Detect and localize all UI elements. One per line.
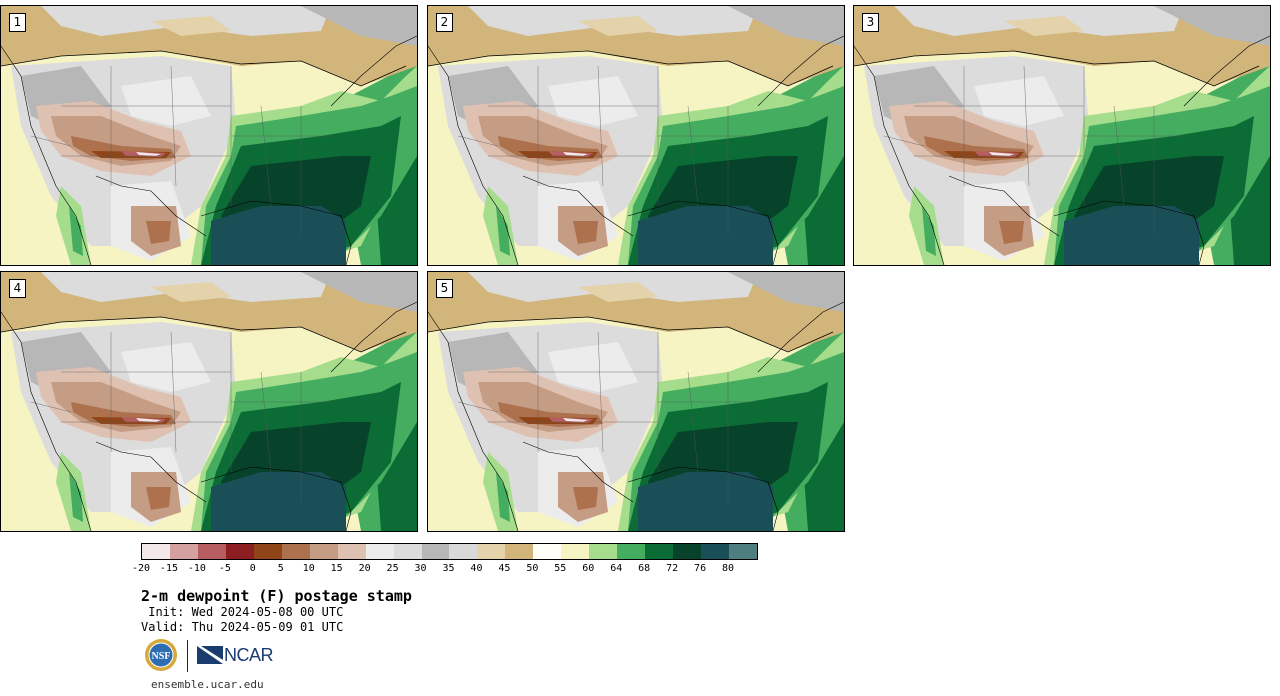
colorbar-segment — [645, 544, 674, 559]
colorbar-segment — [477, 544, 506, 559]
colorbar-segment — [197, 544, 226, 559]
ncar-logo: NCAR — [197, 644, 277, 668]
map-image — [854, 6, 1270, 265]
colorbar-segment — [309, 544, 338, 559]
colorbar-segment — [561, 544, 590, 559]
colorbar-label: 76 — [694, 563, 707, 574]
colorbar-label: -20 — [131, 563, 151, 574]
colorbar-segment — [533, 544, 562, 559]
panel-number: 4 — [9, 279, 26, 298]
panel-number: 5 — [436, 279, 453, 298]
colorbar-label: 80 — [722, 563, 735, 574]
panel-number: 3 — [862, 13, 879, 32]
colorbar-label: 68 — [638, 563, 651, 574]
colorbar-segment — [673, 544, 702, 559]
init-time: Init: Wed 2024-05-08 00 UTC — [141, 605, 344, 619]
svg-text:NSF: NSF — [152, 651, 171, 662]
colorbar-segment — [169, 544, 198, 559]
colorbar-segment — [225, 544, 254, 559]
valid-time: Valid: Thu 2024-05-09 01 UTC — [141, 620, 344, 634]
map-image — [1, 272, 417, 531]
map-panel-2: 2 — [427, 5, 845, 266]
colorbar-label: -5 — [218, 563, 231, 574]
colorbar — [141, 543, 758, 560]
colorbar-segment — [421, 544, 450, 559]
colorbar-segment — [449, 544, 478, 559]
colorbar-label: 60 — [582, 563, 595, 574]
website-text: ensemble.ucar.edu — [151, 678, 264, 691]
colorbar-label: 25 — [386, 563, 399, 574]
colorbar-segment — [142, 544, 170, 559]
ncar-mark-icon — [197, 646, 223, 664]
colorbar-label: -15 — [159, 563, 178, 574]
colorbar-segment — [281, 544, 310, 559]
logo-divider — [187, 640, 188, 672]
nsf-logo-icon: NSF — [145, 639, 177, 671]
colorbar-label: 72 — [666, 563, 679, 574]
colorbar-label: 15 — [330, 563, 343, 574]
map-panel-1: 1 — [0, 5, 418, 266]
panel-number: 1 — [9, 13, 26, 32]
colorbar-label: 40 — [470, 563, 483, 574]
colorbar-label: 20 — [358, 563, 371, 574]
colorbar-label: 45 — [498, 563, 511, 574]
colorbar-segment — [589, 544, 618, 559]
colorbar-label: 35 — [442, 563, 455, 574]
map-image — [1, 6, 417, 265]
map-image — [428, 6, 844, 265]
colorbar-segment — [729, 544, 757, 559]
colorbar-segment — [365, 544, 394, 559]
map-image — [428, 272, 844, 531]
colorbar-label: 55 — [554, 563, 567, 574]
colorbar-label: 50 — [526, 563, 539, 574]
page-title: 2-m dewpoint (F) postage stamp — [141, 587, 412, 605]
colorbar-segment — [337, 544, 366, 559]
colorbar-label: 5 — [277, 563, 284, 574]
map-panel-3: 3 — [853, 5, 1271, 266]
colorbar-label: -10 — [187, 563, 206, 574]
colorbar-label: 0 — [249, 563, 256, 574]
colorbar-segment — [505, 544, 534, 559]
colorbar-segment — [253, 544, 282, 559]
colorbar-segment — [701, 544, 730, 559]
panel-number: 2 — [436, 13, 453, 32]
colorbar-label: 10 — [302, 563, 315, 574]
colorbar-segment — [393, 544, 422, 559]
map-panel-4: 4 — [0, 271, 418, 532]
map-panel-5: 5 — [427, 271, 845, 532]
colorbar-segment — [617, 544, 646, 559]
colorbar-labels: -20 -15 -10 -5 0 5 10 15 20 25 30 35 40 45 50 55 60 64 68 7… — [132, 563, 756, 577]
ncar-text: NCAR — [224, 645, 274, 665]
colorbar-label: 64 — [610, 563, 623, 574]
colorbar-label: 30 — [414, 563, 427, 574]
logos: NSF NCAR — [144, 638, 284, 674]
